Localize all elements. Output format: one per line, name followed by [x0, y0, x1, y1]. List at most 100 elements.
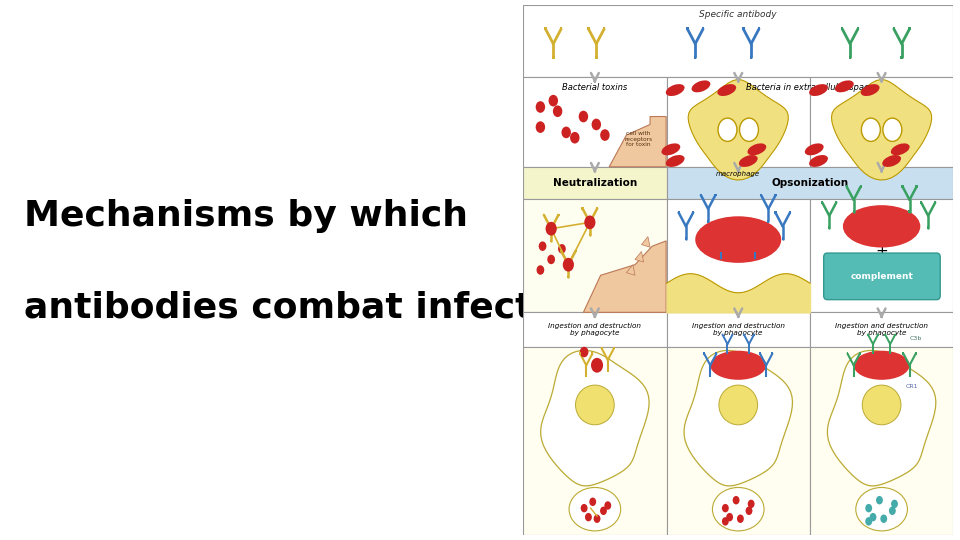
Polygon shape [540, 350, 649, 486]
Ellipse shape [712, 488, 764, 531]
Bar [841, 28, 844, 30]
Circle shape [880, 515, 887, 523]
Text: Ingestion and destruction
by phagocyte: Ingestion and destruction by phagocyte [835, 323, 928, 336]
Bar [613, 347, 614, 349]
Bar [666, 167, 953, 199]
Bar [772, 353, 774, 355]
Ellipse shape [710, 350, 766, 380]
Bar [781, 238, 783, 240]
Bar [666, 77, 810, 167]
Bar [760, 194, 762, 197]
Text: Neutralization: Neutralization [553, 178, 637, 188]
Bar [757, 28, 760, 30]
Circle shape [563, 258, 574, 272]
Bar [759, 353, 761, 355]
Ellipse shape [835, 80, 853, 92]
Bar [767, 220, 770, 222]
Polygon shape [641, 237, 650, 247]
Bar [775, 211, 777, 214]
Bar [902, 353, 904, 355]
Circle shape [539, 241, 546, 251]
Circle shape [548, 95, 558, 106]
Ellipse shape [853, 350, 909, 380]
Bar [601, 347, 603, 349]
Circle shape [732, 496, 739, 504]
Text: Ingestion and destruction
by phagocyte: Ingestion and destruction by phagocyte [692, 323, 784, 336]
Circle shape [536, 122, 545, 133]
Bar [523, 347, 666, 535]
Bar [686, 28, 688, 30]
Bar [703, 353, 705, 355]
Text: antibodies combat infection: antibodies combat infection [24, 291, 595, 325]
Bar [884, 334, 886, 335]
Bar [915, 353, 917, 355]
Bar [523, 312, 666, 347]
Text: CR1: CR1 [905, 384, 918, 389]
Bar [867, 334, 869, 335]
Bar [595, 56, 597, 58]
Bar [775, 194, 777, 197]
Ellipse shape [861, 84, 879, 96]
Bar [666, 347, 810, 535]
Bar [732, 334, 733, 335]
Bar [920, 201, 923, 204]
Ellipse shape [665, 155, 684, 167]
Bar [707, 220, 709, 222]
Bar [523, 5, 953, 77]
Ellipse shape [719, 385, 757, 425]
Polygon shape [635, 252, 643, 262]
Bar [742, 28, 745, 30]
Text: C3b: C3b [909, 336, 922, 341]
Bar [765, 375, 767, 377]
Bar [877, 334, 878, 335]
Text: Bacteria in extracellular space: Bacteria in extracellular space [746, 83, 874, 92]
Text: Specific antibody: Specific antibody [700, 10, 777, 19]
Bar [702, 28, 705, 30]
Circle shape [605, 501, 612, 510]
Ellipse shape [882, 155, 901, 167]
Circle shape [585, 215, 595, 230]
Text: Ingestion and destruction
by phagocyte: Ingestion and destruction by phagocyte [548, 323, 641, 336]
Bar [908, 375, 910, 377]
Polygon shape [684, 350, 792, 486]
Bar [579, 353, 581, 355]
Bar [750, 56, 753, 58]
Circle shape [570, 132, 580, 144]
Ellipse shape [809, 84, 828, 96]
Circle shape [861, 118, 880, 141]
Circle shape [891, 500, 898, 508]
Circle shape [600, 129, 610, 141]
Bar [852, 375, 854, 377]
Circle shape [547, 255, 555, 264]
Circle shape [537, 265, 544, 275]
Bar [789, 211, 791, 214]
Circle shape [889, 507, 896, 515]
Circle shape [870, 513, 876, 522]
Bar [542, 214, 545, 217]
Bar [591, 353, 593, 355]
Bar [852, 211, 854, 213]
Text: Mechanisms by which: Mechanisms by which [24, 199, 468, 233]
Bar [927, 226, 929, 229]
Bar [666, 199, 810, 312]
Bar [603, 28, 606, 30]
Bar [684, 238, 687, 240]
Circle shape [591, 119, 601, 130]
Bar [560, 249, 563, 252]
Circle shape [553, 105, 563, 117]
Polygon shape [584, 241, 666, 312]
Circle shape [585, 513, 592, 522]
Ellipse shape [809, 155, 828, 167]
Bar [709, 375, 711, 377]
Bar [908, 28, 911, 30]
Bar [934, 201, 936, 204]
Bar [523, 167, 666, 199]
Bar [558, 214, 560, 217]
Circle shape [748, 500, 755, 508]
Polygon shape [831, 79, 931, 180]
Bar [607, 369, 609, 372]
Circle shape [726, 513, 733, 522]
Bar [666, 312, 810, 347]
Circle shape [562, 126, 571, 138]
Bar [810, 312, 953, 347]
